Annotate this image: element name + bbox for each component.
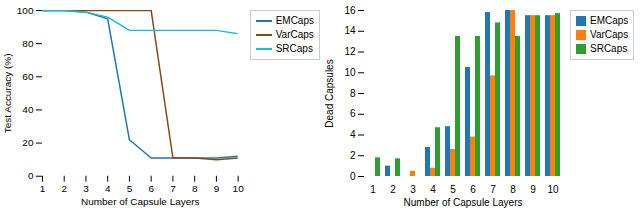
- svg-text:80: 80: [22, 38, 34, 49]
- svg-text:7: 7: [490, 184, 496, 195]
- svg-text:8: 8: [192, 183, 198, 194]
- svg-text:2: 2: [390, 184, 396, 195]
- html-text:VarCaps: VarCaps: [275, 29, 314, 40]
- svg-text:5: 5: [127, 183, 133, 194]
- html-text:VarCaps: VarCaps: [590, 29, 629, 40]
- svg-text:0: 0: [350, 171, 356, 182]
- svg-text:10: 10: [233, 183, 245, 194]
- svg-text:6: 6: [350, 108, 356, 119]
- svg-text:Test Accuracy (%): Test Accuracy (%): [2, 53, 13, 133]
- svg-text:Number of Capsule Layers: Number of Capsule Layers: [81, 196, 200, 207]
- svg-text:2: 2: [61, 183, 67, 194]
- svg-text:12: 12: [344, 46, 356, 57]
- svg-text:6: 6: [148, 183, 154, 194]
- svg-text:8: 8: [350, 88, 356, 99]
- svg-text:8: 8: [510, 184, 516, 195]
- svg-text:4: 4: [430, 184, 436, 195]
- svg-text:4: 4: [105, 183, 111, 194]
- html-text:SRCaps: SRCaps: [275, 43, 313, 54]
- svg-text:20: 20: [22, 137, 34, 148]
- svg-text:10: 10: [344, 67, 356, 78]
- svg-text:3: 3: [83, 183, 89, 194]
- svg-text:0: 0: [28, 170, 34, 181]
- html-text:EMCaps: EMCaps: [275, 15, 314, 26]
- svg-text:14: 14: [344, 25, 356, 36]
- svg-text:7: 7: [170, 183, 176, 194]
- svg-text:1: 1: [370, 184, 376, 195]
- svg-text:2: 2: [350, 150, 356, 161]
- svg-text:Dead Capsules: Dead Capsules: [324, 59, 335, 127]
- svg-text:100: 100: [17, 5, 34, 16]
- svg-text:9: 9: [214, 183, 220, 194]
- svg-text:6: 6: [470, 184, 476, 195]
- svg-text:5: 5: [450, 184, 456, 195]
- svg-text:16: 16: [344, 5, 356, 16]
- svg-text:Number of Capsule Layers: Number of Capsule Layers: [404, 197, 523, 208]
- svg-text:40: 40: [22, 104, 34, 115]
- svg-text:4: 4: [350, 129, 356, 140]
- svg-text:1: 1: [40, 183, 46, 194]
- html-text:EMCaps: EMCaps: [590, 15, 629, 26]
- svg-text:9: 9: [530, 184, 536, 195]
- html-text:SRCaps: SRCaps: [590, 43, 628, 54]
- svg-text:10: 10: [547, 184, 559, 195]
- svg-text:3: 3: [410, 184, 416, 195]
- svg-text:60: 60: [22, 71, 34, 82]
